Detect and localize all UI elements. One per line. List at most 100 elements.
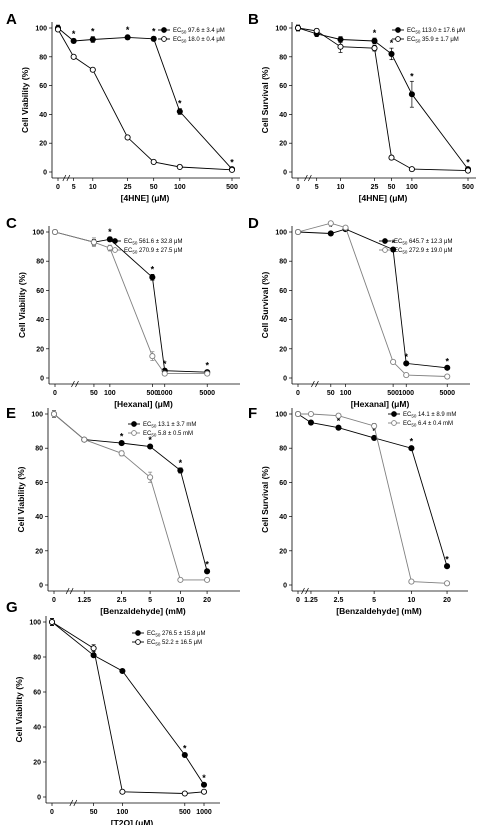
y-axis-title: Cell Survival (%) [260, 272, 270, 339]
y-tick-label: 60 [279, 83, 287, 90]
significance-asterisk: * [120, 431, 124, 441]
data-point [443, 580, 451, 587]
y-tick-label: 0 [283, 170, 287, 177]
y-tick-label: 20 [35, 548, 43, 555]
axis-break-mark [304, 174, 308, 182]
legend-marker [161, 36, 167, 42]
data-point [371, 45, 378, 52]
x-tick-label: 100 [406, 184, 418, 191]
series-line [57, 29, 233, 171]
x-tick-label: 0 [56, 184, 60, 191]
legend-label: EC50 18.0 ± 0.4 μM [173, 37, 225, 44]
x-tick-label: 100 [340, 390, 352, 397]
legend-label: EC50 561.6 ± 32.8 μM [124, 239, 182, 246]
y-tick-label: 0 [283, 376, 287, 383]
y-tick-label: 20 [39, 141, 47, 148]
x-tick-label: 500 [179, 809, 191, 816]
data-point [119, 788, 126, 795]
x-tick-label: 0 [53, 390, 57, 397]
legend-label: EC50 14.1 ± 8.9 mM [403, 412, 456, 419]
x-axis-title: [Benzaldehyde] (mM) [100, 606, 186, 616]
axis-break-mark [311, 380, 315, 388]
x-tick-label: 2.5 [334, 597, 344, 604]
y-tick-label: 20 [279, 141, 287, 148]
x-tick-label: 1000 [398, 390, 414, 397]
data-point [51, 228, 59, 236]
data-point [176, 108, 183, 115]
legend-label: EC50 35.9 ± 1.7 μM [407, 37, 459, 44]
data-point [204, 568, 211, 575]
significance-asterisk: * [183, 743, 187, 753]
data-point [90, 239, 97, 246]
x-tick-label: 50 [388, 184, 396, 191]
data-point [200, 788, 208, 795]
panel-letter: D [248, 215, 259, 232]
significance-asterisk: * [152, 27, 156, 37]
x-tick-label: 1000 [196, 809, 212, 816]
legend-marker [382, 247, 388, 253]
data-point [161, 370, 168, 377]
significance-asterisk: * [337, 416, 341, 426]
axis-break-mark [73, 799, 78, 807]
axis-break-mark [71, 380, 75, 388]
data-point [444, 364, 451, 371]
data-point [50, 410, 58, 418]
data-point [124, 34, 131, 41]
x-tick-label: 50 [90, 390, 98, 397]
panel-letter: F [248, 405, 257, 422]
significance-asterisk: * [178, 99, 182, 109]
x-tick-label: 1.25 [304, 597, 318, 604]
x-tick-label: 500 [387, 390, 399, 397]
significance-asterisk: * [91, 27, 95, 37]
data-point [149, 353, 156, 360]
series-line [53, 413, 208, 581]
x-tick-label: 25 [124, 184, 132, 191]
y-axis-title: Cell Viability (%) [17, 272, 27, 338]
significance-asterisk: * [410, 71, 414, 81]
y-tick-label: 0 [37, 795, 41, 802]
legend-marker [395, 27, 401, 33]
legend-label: EC50 6.4 ± 0.4 mM [403, 421, 453, 428]
significance-asterisk: * [466, 158, 470, 168]
y-tick-label: 60 [279, 480, 287, 487]
data-point [408, 445, 415, 452]
y-tick-label: 100 [29, 620, 41, 627]
data-point [177, 576, 184, 583]
y-tick-label: 40 [35, 514, 43, 521]
x-tick-label: 50 [327, 390, 335, 397]
significance-asterisk: * [151, 264, 155, 274]
x-tick-label: 1.25 [77, 597, 91, 604]
y-axis-title: Cell Viability (%) [20, 67, 30, 133]
data-point [147, 474, 154, 481]
legend-marker [135, 630, 141, 636]
x-axis-title: [4HNE] (μM) [121, 193, 170, 203]
legend-label: EC50 276.5 ± 15.8 μM [147, 631, 205, 638]
data-point [106, 245, 113, 252]
y-tick-label: 80 [39, 54, 47, 61]
series-line [54, 231, 208, 375]
data-point [177, 467, 184, 474]
data-point [149, 274, 156, 281]
y-tick-label: 60 [35, 480, 43, 487]
y-tick-label: 0 [40, 376, 44, 383]
data-point [70, 53, 77, 60]
data-point [403, 360, 410, 367]
data-point [371, 37, 378, 45]
y-tick-label: 40 [279, 317, 287, 324]
x-tick-label: 100 [117, 809, 129, 816]
x-tick-label: 0 [52, 597, 56, 604]
data-point [118, 440, 125, 447]
data-point [444, 373, 451, 380]
data-point [327, 230, 334, 237]
data-point [313, 27, 320, 34]
significance-asterisk: * [390, 38, 394, 48]
significance-asterisk: * [445, 554, 449, 564]
y-tick-label: 20 [36, 346, 44, 353]
series-line [297, 228, 448, 369]
y-tick-label: 80 [36, 259, 44, 266]
axis-break-mark [66, 174, 71, 182]
significance-asterisk: * [329, 222, 333, 232]
x-tick-label: 10 [176, 597, 184, 604]
series-line [297, 222, 448, 377]
significance-asterisk: * [391, 238, 395, 248]
